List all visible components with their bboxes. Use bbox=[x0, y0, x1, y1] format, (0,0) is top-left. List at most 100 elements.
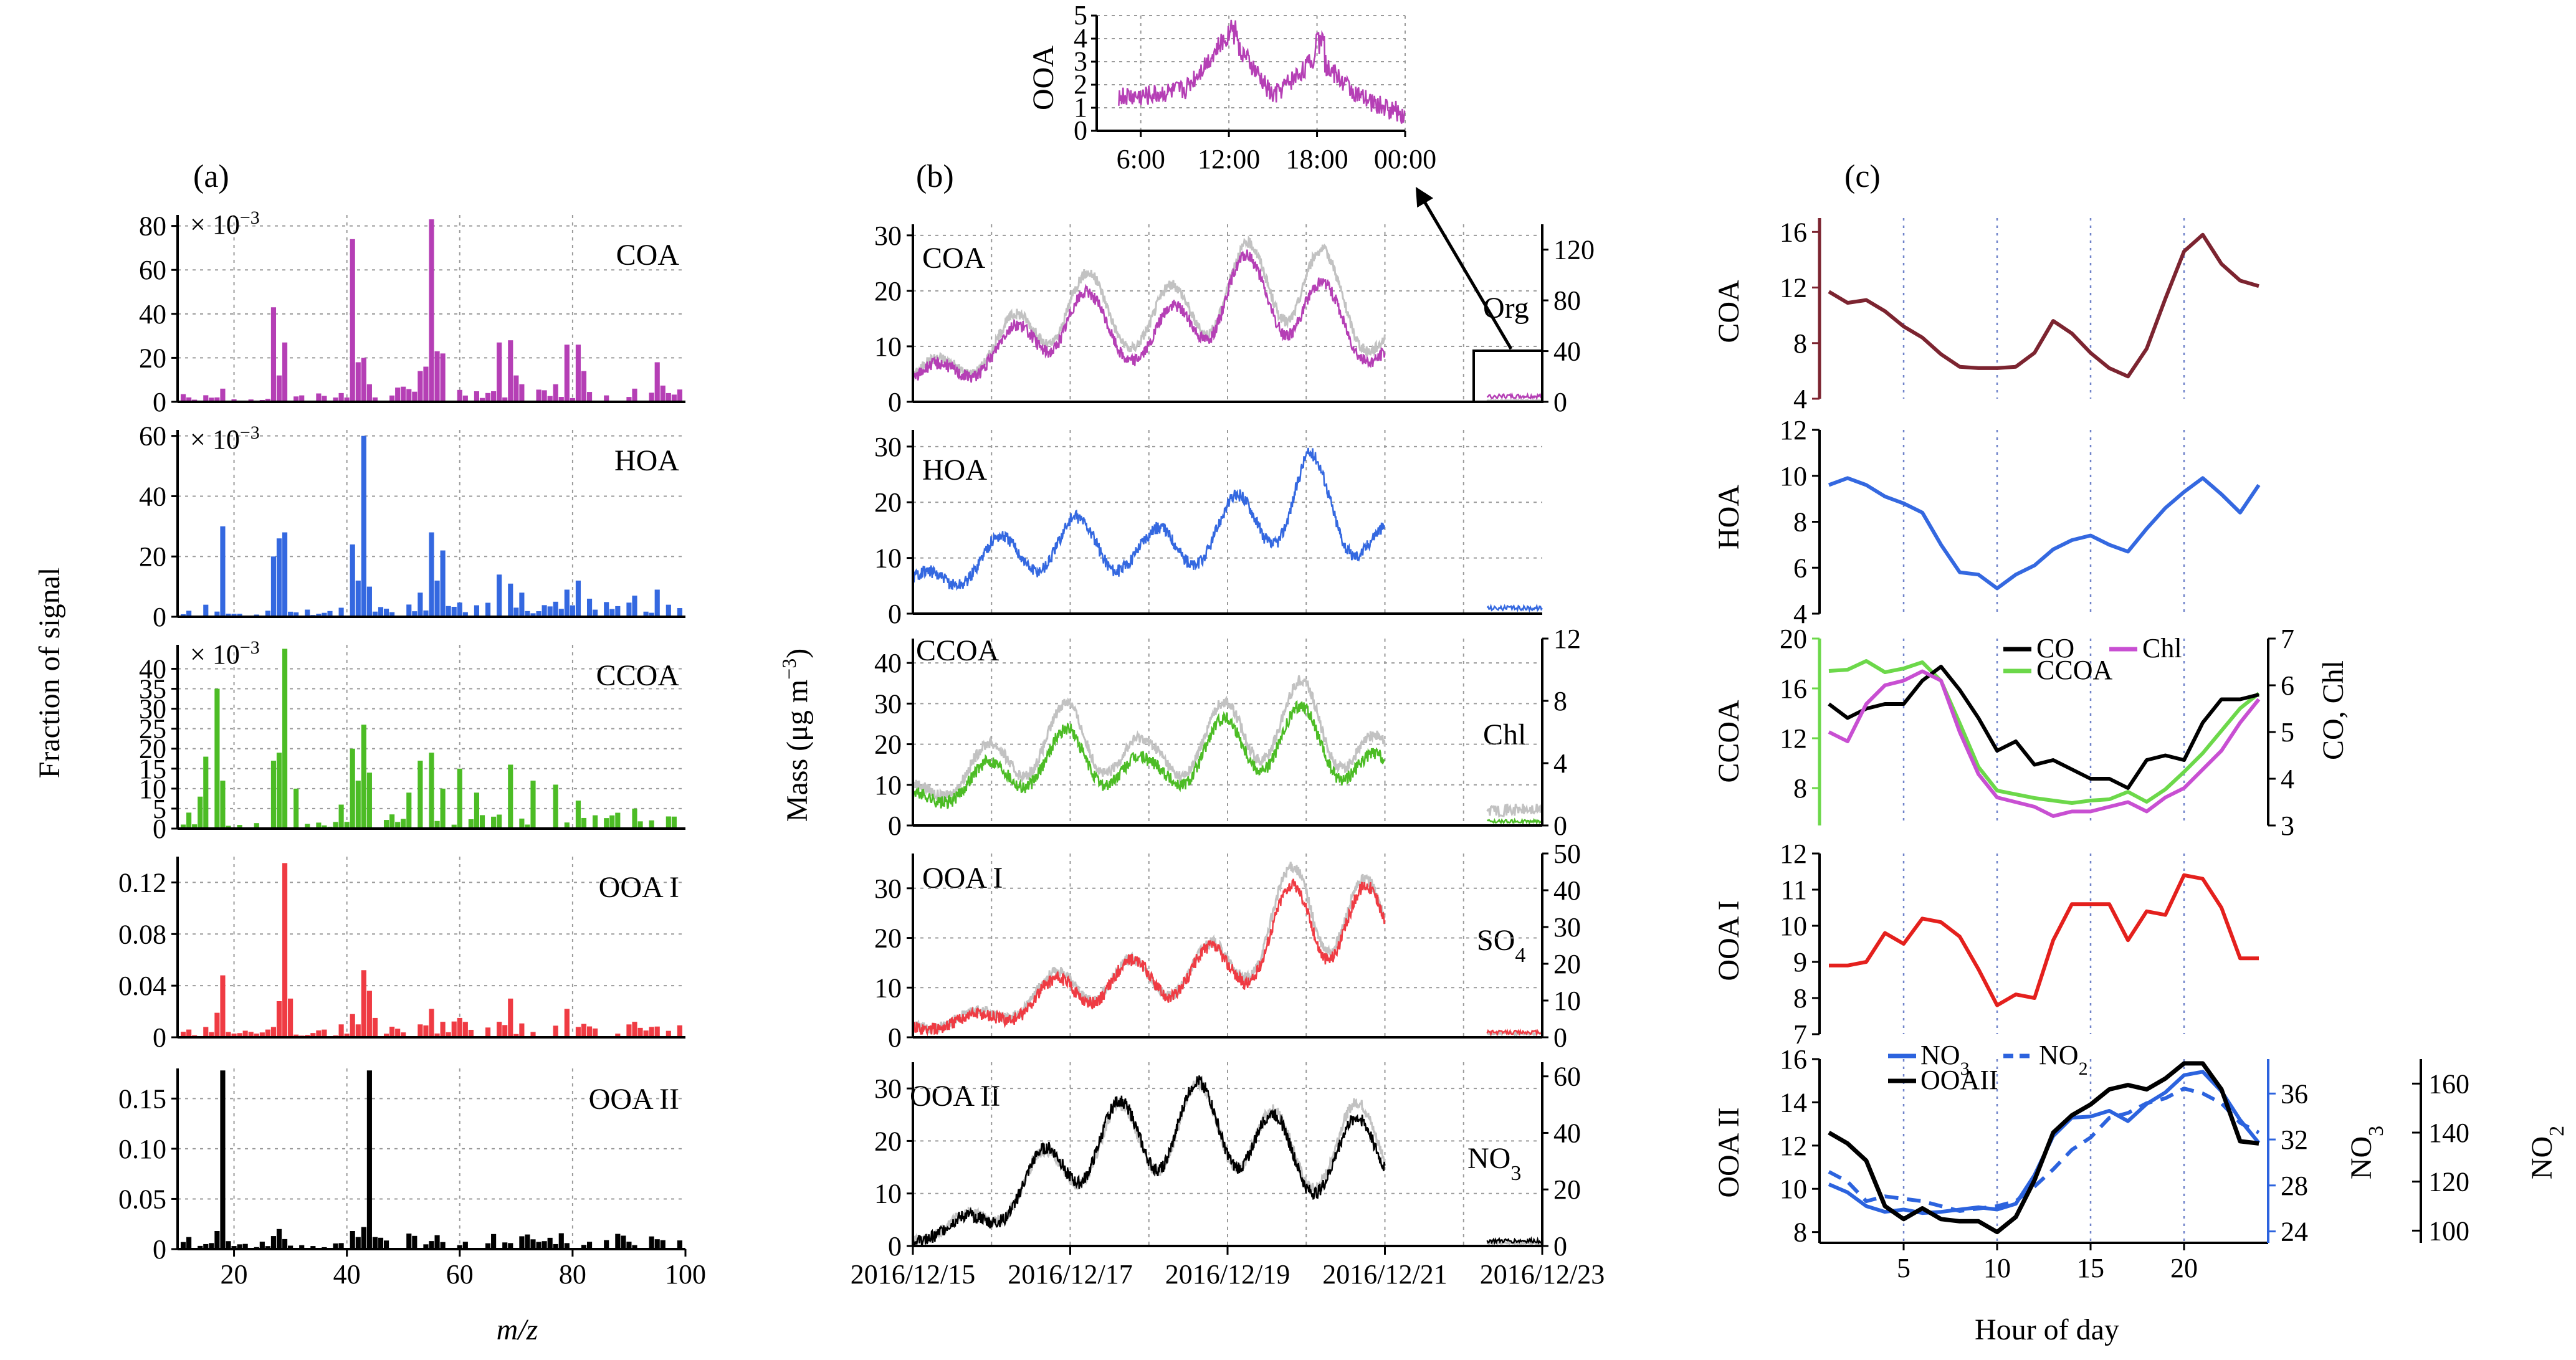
a-xtick-label: 100 bbox=[665, 1259, 706, 1290]
a-bar-minor bbox=[502, 397, 508, 402]
b-main-line bbox=[912, 447, 1543, 613]
a-bar bbox=[457, 1017, 462, 1037]
a-bar bbox=[429, 1241, 434, 1249]
a-bar bbox=[429, 219, 434, 402]
a-row-label: COA bbox=[616, 239, 680, 272]
c-ytick-label: 12 bbox=[1780, 273, 1807, 303]
a-bar-minor bbox=[530, 1032, 536, 1037]
a-ytick-label: 35 bbox=[139, 674, 166, 705]
a-bar bbox=[632, 596, 637, 617]
a-ytick-label: 60 bbox=[139, 255, 166, 285]
c-ytick-label: 12 bbox=[1780, 1131, 1807, 1161]
a-bar-minor bbox=[677, 389, 683, 402]
a-bar-minor bbox=[677, 1025, 683, 1037]
a-bar-minor bbox=[593, 609, 598, 617]
a-bar-minor bbox=[406, 1234, 412, 1249]
a-bar-minor bbox=[395, 822, 401, 829]
a-bar-minor bbox=[485, 392, 491, 402]
a-bar bbox=[270, 307, 277, 402]
a-bar-minor bbox=[254, 1034, 259, 1037]
a-bar-minor bbox=[265, 399, 270, 402]
a-ytick-label: 0 bbox=[153, 387, 166, 417]
a-bar-minor bbox=[637, 1027, 643, 1037]
inset-xtick-label: 12:00 bbox=[1198, 144, 1260, 174]
a-bar bbox=[564, 1243, 570, 1249]
b-tracer-org: Org bbox=[1483, 292, 1529, 325]
b-rtick-label: 20 bbox=[1553, 949, 1581, 979]
a-bar bbox=[564, 1009, 570, 1037]
c-ytick-label: 6 bbox=[1793, 553, 1807, 583]
c-ytick-label: 8 bbox=[1793, 507, 1807, 538]
a-bar-minor bbox=[333, 822, 338, 829]
a-bar bbox=[203, 1243, 209, 1249]
a-bar bbox=[338, 392, 344, 402]
a-ytick-label: 20 bbox=[139, 343, 166, 373]
a-ytick-label: 0.10 bbox=[118, 1134, 166, 1164]
a-row-label: HOA bbox=[614, 444, 679, 477]
panel-b-ylabel: Mass (μg m−3) bbox=[778, 649, 814, 822]
a-bar bbox=[361, 358, 366, 402]
a-bar-minor bbox=[293, 1034, 299, 1037]
a-bar bbox=[282, 1239, 288, 1249]
a-bar-minor bbox=[604, 1240, 609, 1249]
a-bar-minor bbox=[265, 1246, 270, 1249]
a-exponent: × 10−3 bbox=[190, 422, 260, 455]
c-ytick-label: 12 bbox=[1780, 415, 1807, 445]
a-bar-minor bbox=[372, 397, 378, 402]
c-ytick-label: 16 bbox=[1780, 217, 1807, 247]
a-bar bbox=[553, 1025, 558, 1037]
a-bar bbox=[508, 1243, 513, 1249]
a-bar-minor bbox=[327, 611, 333, 617]
b-ytick-label: 30 bbox=[874, 1073, 902, 1104]
b-ytick-label: 10 bbox=[874, 1179, 902, 1209]
a-bar bbox=[270, 760, 277, 829]
a-bar bbox=[350, 239, 355, 402]
a-bar bbox=[214, 397, 220, 402]
c-ytick-label: 8 bbox=[1793, 1217, 1807, 1248]
a-bar bbox=[457, 1245, 462, 1249]
inset-ytick-label: 1 bbox=[1074, 92, 1087, 123]
a-bar bbox=[276, 375, 282, 402]
b-row-label-coa: COA bbox=[922, 242, 986, 275]
a-bar bbox=[417, 1024, 423, 1037]
a-bar-minor bbox=[383, 1034, 389, 1037]
a-bar bbox=[288, 998, 293, 1037]
b-ytick-label: 30 bbox=[874, 688, 902, 719]
a-bar-minor bbox=[372, 611, 378, 617]
a-bar-minor bbox=[451, 1021, 457, 1037]
a-bar bbox=[209, 1243, 214, 1249]
a-bar-minor bbox=[412, 611, 417, 617]
a-bar-minor bbox=[643, 1030, 649, 1037]
a-bar-minor bbox=[434, 1235, 440, 1249]
a-bar-minor bbox=[316, 822, 322, 829]
a-bar-minor bbox=[446, 1032, 451, 1037]
a-bar-minor bbox=[536, 1242, 541, 1249]
a-bar bbox=[440, 1022, 446, 1037]
a-bar bbox=[372, 1237, 378, 1249]
a-bar-minor bbox=[530, 1239, 536, 1249]
a-bar-minor bbox=[649, 1236, 654, 1249]
a-bar-minor bbox=[333, 397, 338, 402]
a-bar-minor bbox=[604, 395, 609, 402]
c-ytick-label: 10 bbox=[1780, 461, 1807, 492]
a-ytick-label: 30 bbox=[139, 694, 166, 725]
a-bar-minor bbox=[389, 814, 395, 829]
a-bar bbox=[366, 586, 372, 617]
b-rtick-label: 40 bbox=[1553, 875, 1581, 906]
a-ytick-label: 40 bbox=[139, 481, 166, 511]
a-ytick-label: 10 bbox=[139, 774, 166, 804]
c-no3-tick-label: 32 bbox=[2281, 1125, 2308, 1155]
a-bar-minor bbox=[412, 1235, 417, 1249]
a-bar-minor bbox=[468, 819, 474, 829]
a-bar-minor bbox=[214, 611, 220, 617]
c-ytick-label: 10 bbox=[1780, 911, 1807, 941]
a-bar-minor bbox=[293, 396, 299, 402]
a-bar-minor bbox=[654, 1239, 660, 1249]
a-bar bbox=[575, 1027, 581, 1037]
a-bar-minor bbox=[401, 819, 406, 829]
a-bar-minor bbox=[581, 1024, 587, 1037]
a-bar-minor bbox=[237, 614, 242, 617]
a-bar bbox=[632, 388, 637, 402]
a-bar-minor bbox=[378, 607, 384, 617]
zoom-box bbox=[1472, 350, 1543, 403]
